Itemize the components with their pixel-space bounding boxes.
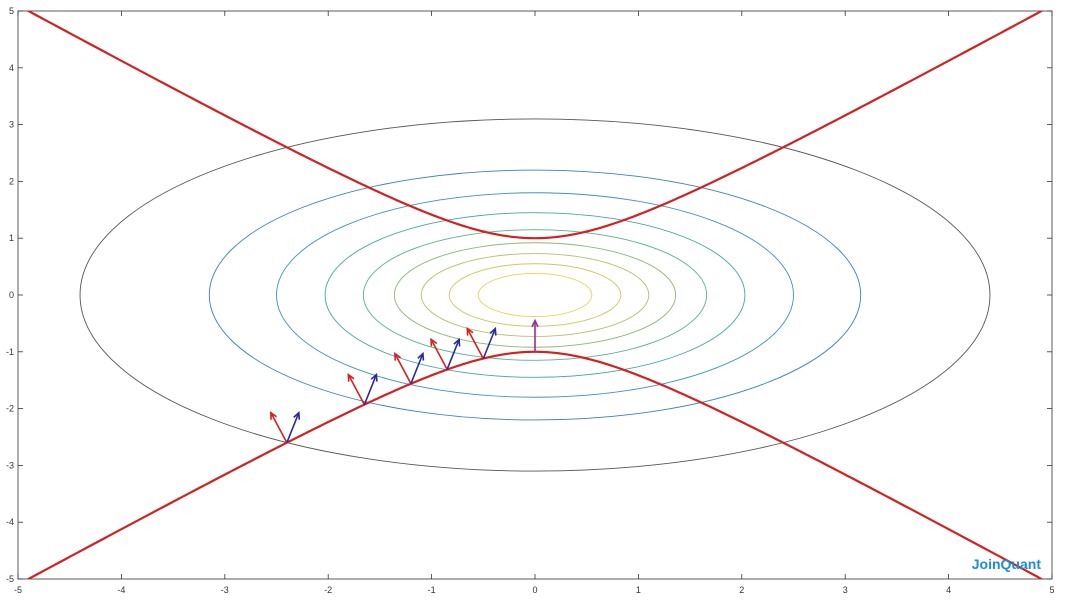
- blue-arrow-3: [446, 337, 461, 370]
- x-tick-label: 4: [946, 585, 951, 595]
- red-arrow-3: [430, 337, 448, 370]
- y-tick-label: 4: [9, 63, 14, 73]
- axis-ticks: -5 -4 -3 -2 -1 0 1 2 3 4 5 5 4 3 2 1 0 -1 -2 -3 -4 -5: [6, 6, 1055, 595]
- contour-line-3: [324, 212, 746, 378]
- x-tick-label: -3: [221, 585, 229, 595]
- blue-arrow-1: [363, 372, 378, 405]
- red-arrow-1: [347, 372, 366, 406]
- contour-line-8: [477, 272, 593, 318]
- red-arrow-4: [466, 327, 485, 359]
- blue-arrow-2: [410, 351, 425, 384]
- x-tick-label: 2: [739, 585, 744, 595]
- x-tick-label: 0: [532, 585, 537, 595]
- y-tick-label: -2: [6, 404, 14, 414]
- red-arrow-0: [269, 411, 288, 444]
- contour-line-2: [276, 192, 794, 398]
- hyperbola-upper: [26, 11, 1044, 240]
- y-tick-label: -5: [6, 574, 14, 584]
- x-tick-label: -2: [324, 585, 332, 595]
- y-tick-label: 0: [9, 290, 14, 300]
- x-tick-label: 1: [636, 585, 641, 595]
- blue-arrow-4: [482, 326, 497, 359]
- gradient-arrows: [269, 318, 539, 444]
- contour-line-4: [362, 229, 708, 361]
- contour-lines: [79, 118, 991, 472]
- y-tick-label: -4: [6, 517, 14, 527]
- y-tick-label: -1: [6, 347, 14, 357]
- y-tick-label: -3: [6, 460, 14, 470]
- red-arrow-2: [394, 351, 412, 384]
- blue-arrow-0: [286, 410, 301, 443]
- x-tick-label: -1: [428, 585, 436, 595]
- x-tick-label: -5: [14, 585, 22, 595]
- x-tick-label: 5: [1049, 585, 1054, 595]
- contour-line-0: [79, 118, 991, 472]
- x-tick-label: 3: [843, 585, 848, 595]
- y-tick-label: 5: [9, 6, 14, 16]
- y-tick-label: 1: [9, 233, 14, 243]
- contour-line-1: [208, 169, 862, 421]
- x-tick-label: -4: [117, 585, 125, 595]
- plot-area: [17, 10, 1053, 580]
- y-tick-label: 2: [9, 176, 14, 186]
- watermark-logo: JoinQuant: [972, 556, 1042, 572]
- purple-arrow: [531, 318, 539, 352]
- y-tick-label: 3: [9, 120, 14, 130]
